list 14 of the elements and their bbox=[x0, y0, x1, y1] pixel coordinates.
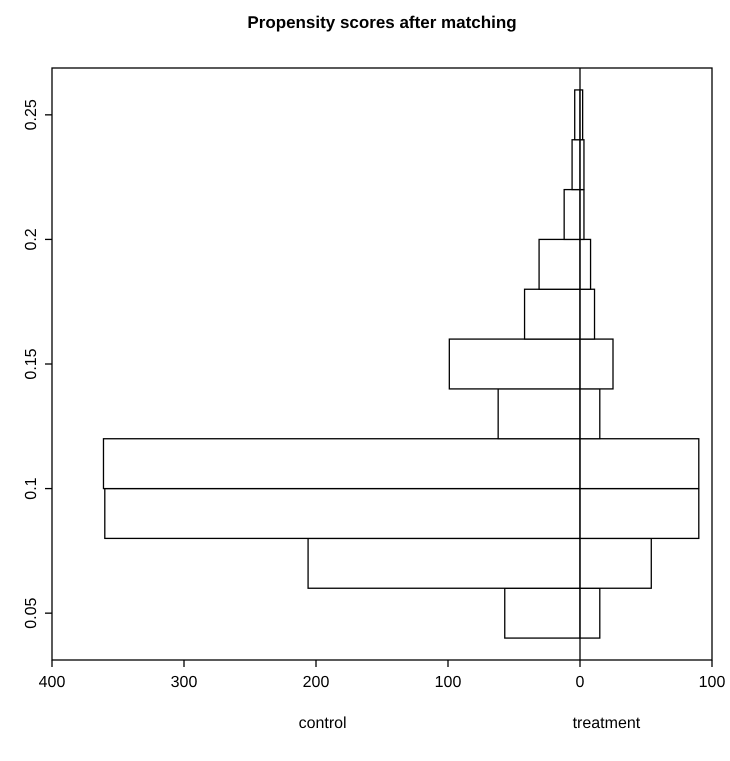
y-tick-label: 0.2 bbox=[23, 228, 40, 251]
chart-title: Propensity scores after matching bbox=[247, 13, 517, 32]
x-tick-label: 100 bbox=[434, 674, 462, 691]
text: treatment bbox=[572, 715, 641, 732]
y-tick-label: 0.15 bbox=[23, 348, 40, 380]
y-tick-label: 0.25 bbox=[23, 99, 40, 130]
x-tick-label: 300 bbox=[170, 674, 198, 691]
x-tick-label: 0 bbox=[576, 674, 585, 691]
x-tick-label: 200 bbox=[302, 674, 330, 691]
x-tick-label: 400 bbox=[38, 674, 66, 691]
y-tick-label: 0.05 bbox=[23, 597, 40, 629]
text: control bbox=[298, 715, 347, 732]
y-tick-label: 0.1 bbox=[23, 477, 40, 500]
x-tick-label: 100 bbox=[698, 674, 726, 691]
